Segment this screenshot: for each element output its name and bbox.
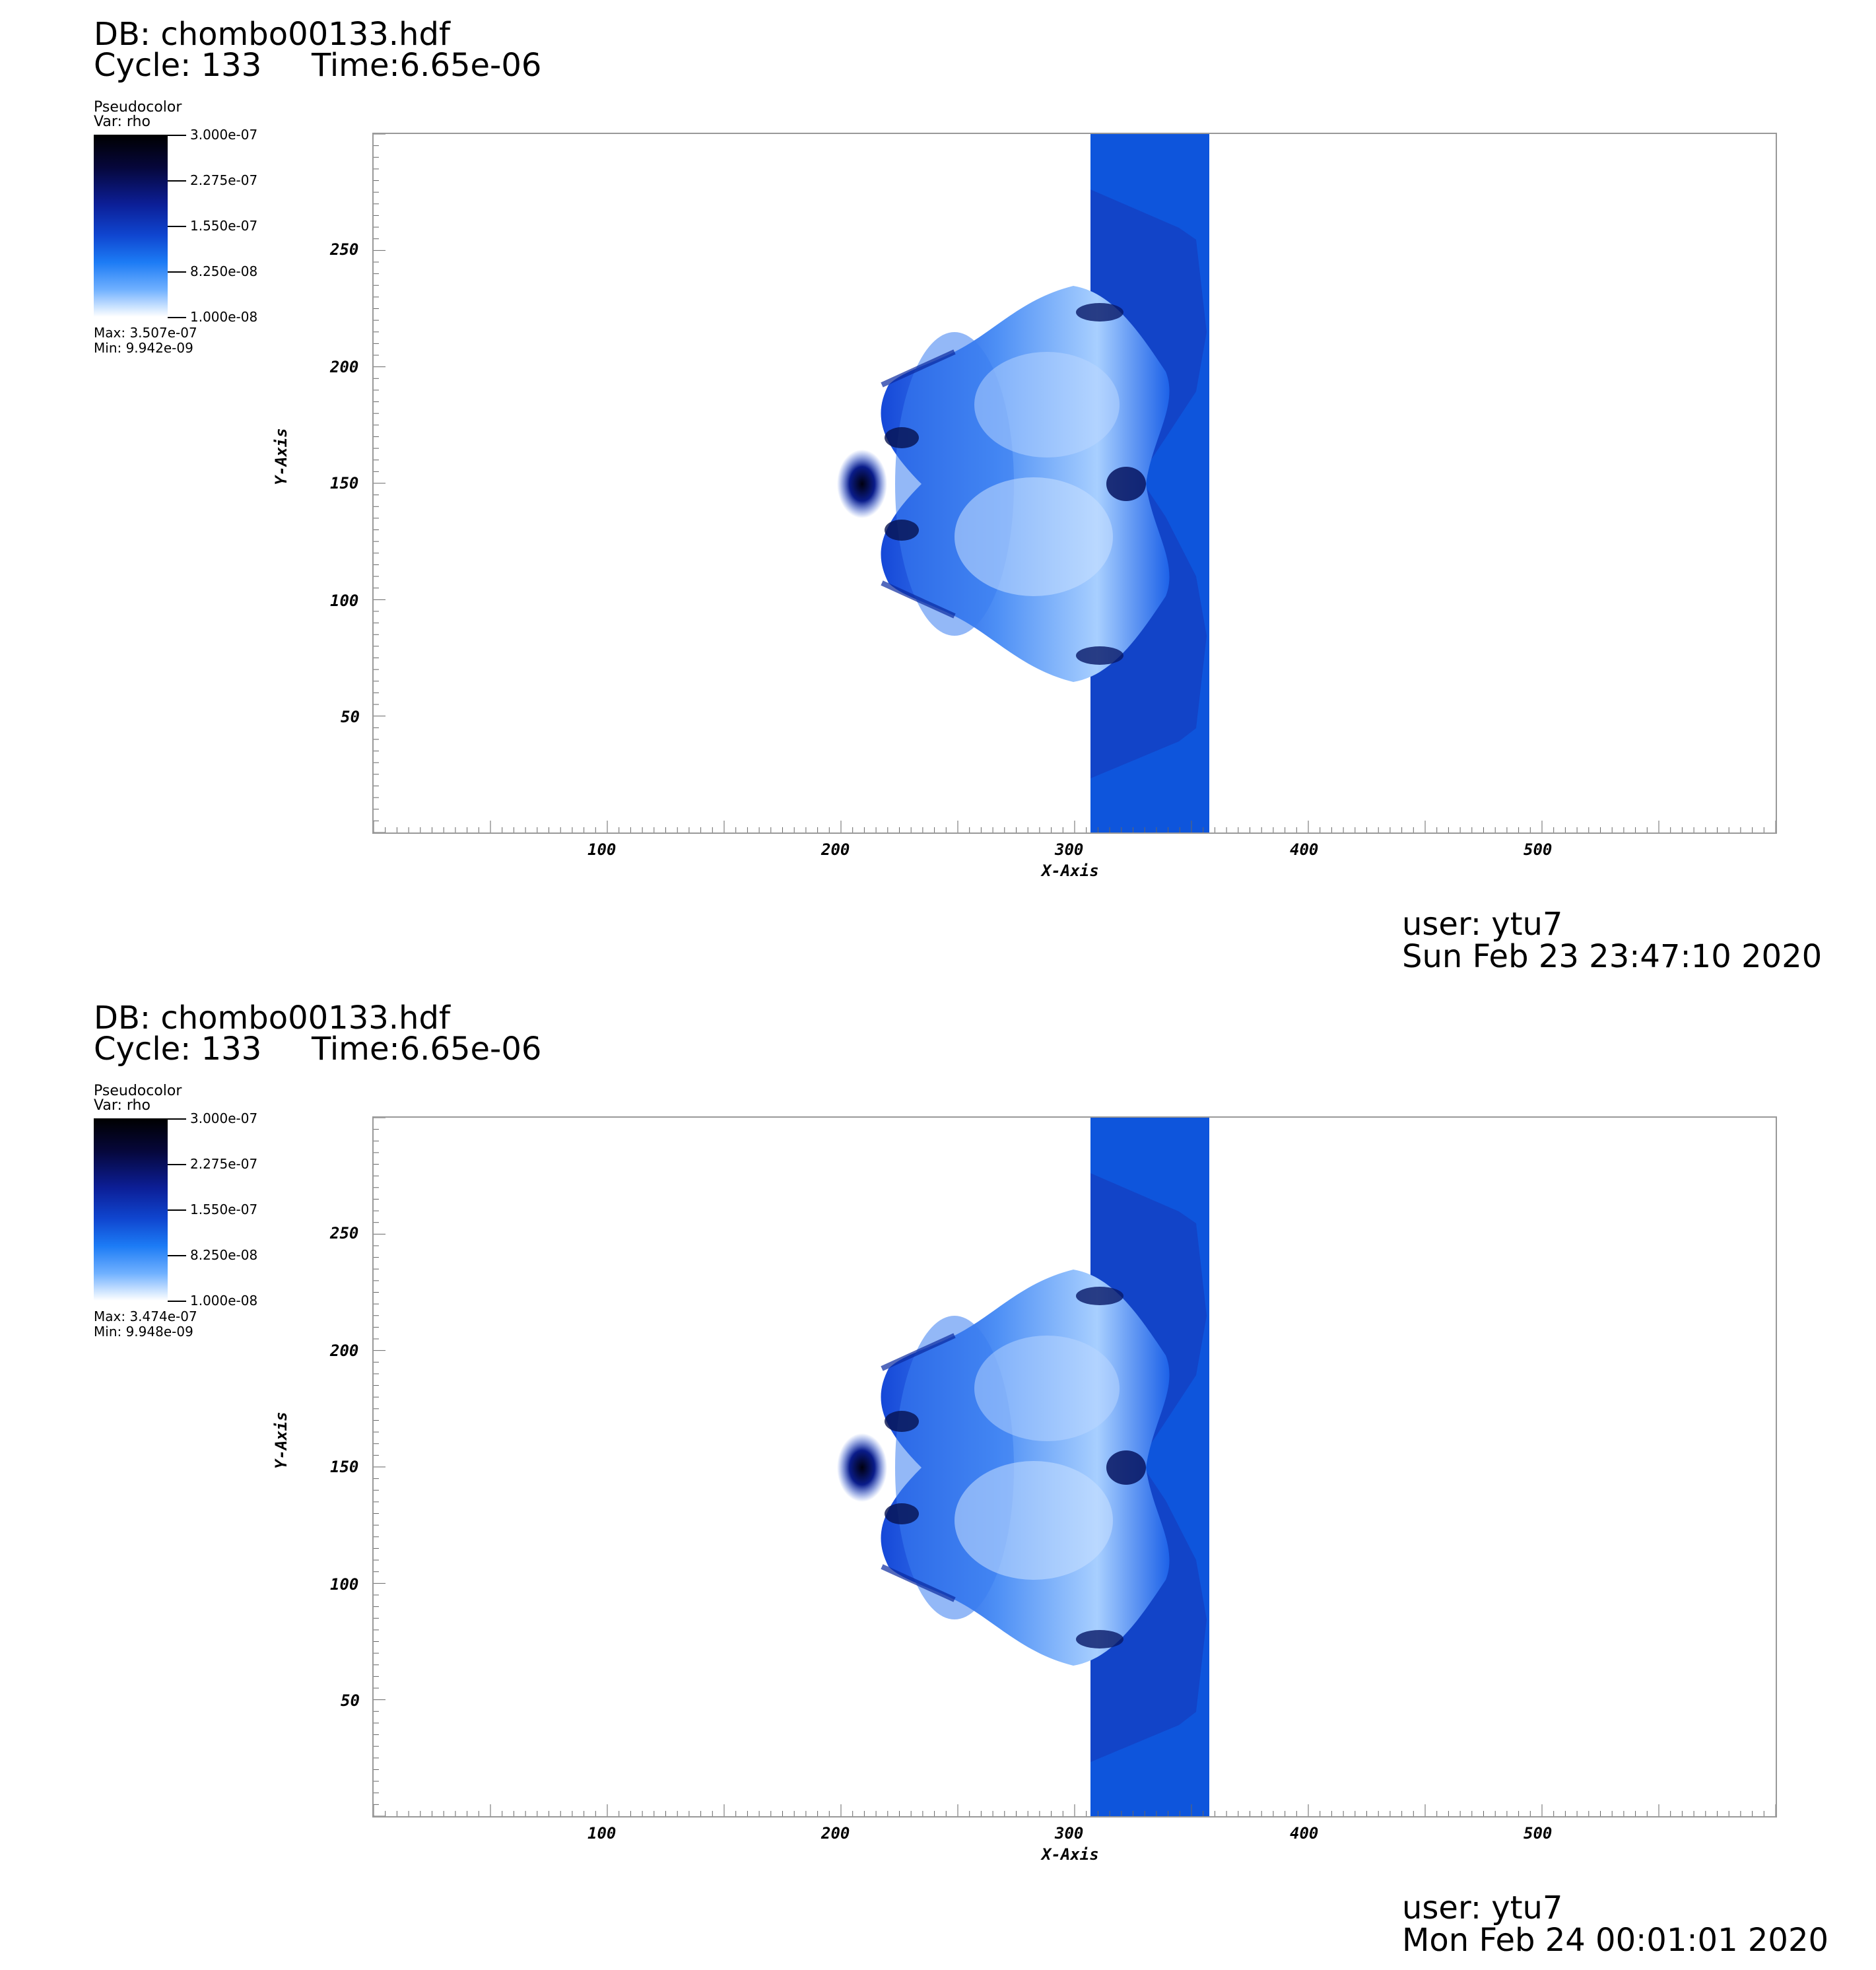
date-label: Sun Feb 23 23:47:10 2020	[1402, 938, 1823, 975]
legend-tick-mark	[168, 1301, 186, 1302]
y-tick-label: 200	[330, 358, 359, 376]
plot-area	[372, 1116, 1777, 1817]
colormap-bar	[94, 1118, 168, 1301]
legend-tick-mark	[168, 180, 186, 182]
visit-panel-2: DB: chombo00133.hdf Cycle: 133 Time:6.65…	[0, 984, 1876, 1967]
cycle-value: Cycle: 133	[94, 47, 262, 84]
legend-title: Pseudocolor	[94, 1083, 182, 1099]
axis-tick-marks	[374, 1118, 1776, 1816]
legend-tick-mark	[168, 1164, 186, 1165]
legend-max: Max: 3.507e-07	[94, 325, 197, 341]
x-tick-label: 500	[1524, 1824, 1553, 1843]
legend-tick-mark	[168, 1118, 186, 1120]
visit-panel-1: DB: chombo00133.hdf Cycle: 133 Time:6.65…	[0, 0, 1876, 984]
user-label: user: ytu7	[1402, 1889, 1563, 1926]
legend-tick-label: 3.000e-07	[190, 127, 258, 143]
x-tick-label: 500	[1524, 840, 1553, 859]
legend-title: Pseudocolor	[94, 99, 182, 116]
cycle-label: Cycle: 133 Time:6.65e-06	[94, 1031, 541, 1068]
y-tick-label: 200	[330, 1342, 359, 1360]
x-tick-label: 200	[821, 1824, 850, 1843]
legend-max: Max: 3.474e-07	[94, 1308, 197, 1324]
user-label: user: ytu7	[1402, 906, 1563, 943]
y-tick-label: 50	[341, 708, 360, 726]
cycle-label: Cycle: 133 Time:6.65e-06	[94, 47, 541, 84]
legend-tick-label: 8.250e-08	[190, 1247, 258, 1263]
cycle-value: Cycle: 133	[94, 1031, 262, 1068]
x-tick-label: 300	[1055, 840, 1084, 859]
legend-tick-mark	[168, 271, 186, 273]
date-label: Mon Feb 24 00:01:01 2020	[1402, 1922, 1829, 1959]
legend-tick-label: 2.275e-07	[190, 172, 258, 188]
x-tick-label: 100	[587, 1824, 617, 1843]
database-name: DB: chombo00133.hdf	[94, 1000, 450, 1036]
y-axis-title: Y-Axis	[272, 428, 290, 485]
y-tick-label: 250	[330, 240, 359, 259]
legend-tick-mark	[168, 135, 186, 136]
x-tick-label: 300	[1055, 1824, 1084, 1843]
legend-min: Min: 9.948e-09	[94, 1324, 193, 1340]
legend-tick-label: 1.550e-07	[190, 218, 258, 234]
y-axis-title: Y-Axis	[272, 1411, 290, 1469]
y-tick-label: 150	[330, 1458, 359, 1476]
colormap-bar	[94, 135, 168, 317]
x-tick-label: 400	[1290, 1824, 1319, 1843]
database-name: DB: chombo00133.hdf	[94, 16, 450, 53]
x-axis-title: X-Axis	[1042, 862, 1099, 880]
legend-tick-mark	[168, 317, 186, 318]
density-field-image	[374, 134, 1776, 832]
legend-min: Min: 9.942e-09	[94, 340, 193, 356]
legend-tick-mark	[168, 1209, 186, 1211]
y-tick-label: 100	[330, 592, 359, 610]
y-tick-label: 50	[341, 1691, 360, 1710]
time-value: Time:6.65e-06	[312, 1031, 542, 1068]
x-axis-title: X-Axis	[1042, 1845, 1099, 1864]
x-tick-label: 200	[821, 840, 850, 859]
legend-variable: Var: rho	[94, 1097, 151, 1114]
plot-area	[372, 133, 1777, 834]
legend-variable: Var: rho	[94, 114, 151, 130]
density-field-image	[374, 1118, 1776, 1816]
x-tick-label: 100	[587, 840, 617, 859]
legend-tick-label: 1.550e-07	[190, 1202, 258, 1217]
x-tick-label: 400	[1290, 840, 1319, 859]
legend-tick-label: 3.000e-07	[190, 1110, 258, 1126]
legend-tick-mark	[168, 226, 186, 227]
legend-tick-label: 1.000e-08	[190, 1293, 258, 1308]
time-value: Time:6.65e-06	[312, 47, 542, 84]
legend-tick-label: 8.250e-08	[190, 263, 258, 279]
y-tick-label: 100	[330, 1575, 359, 1594]
legend-tick-label: 2.275e-07	[190, 1156, 258, 1172]
legend-tick-label: 1.000e-08	[190, 309, 258, 325]
legend-tick-mark	[168, 1255, 186, 1256]
y-tick-label: 150	[330, 474, 359, 493]
y-tick-label: 250	[330, 1224, 359, 1242]
axis-tick-marks	[374, 134, 1776, 832]
